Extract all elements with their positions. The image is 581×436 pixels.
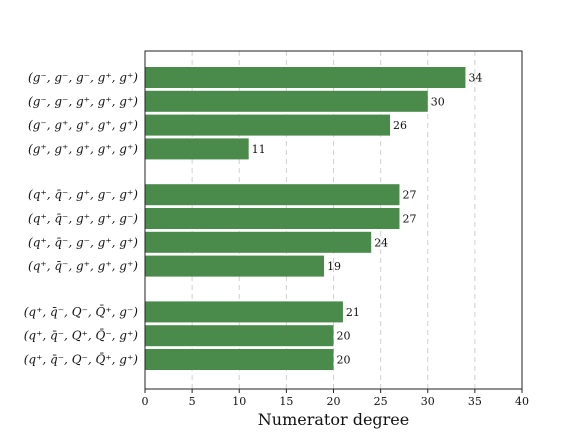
x-tick-label: 0 <box>142 395 149 408</box>
bar <box>145 90 428 112</box>
bar <box>145 67 466 88</box>
bar <box>145 184 400 206</box>
bar-value-label: 26 <box>393 119 407 132</box>
bar <box>145 349 334 370</box>
bar-value-label: 27 <box>402 189 416 202</box>
x-tick-label: 10 <box>232 395 246 408</box>
bars <box>145 67 466 370</box>
bar-value-label: 21 <box>346 306 360 319</box>
bar-value-label: 24 <box>374 236 388 249</box>
x-tick-label: 5 <box>189 395 196 408</box>
value-labels: 34 30 26 11 27 27 24 19 21 20 20 <box>252 72 483 367</box>
category-label: (g⁺, g⁺, g⁺, g⁺, g⁺) <box>28 142 138 156</box>
x-tick-label: 30 <box>421 395 435 408</box>
x-ticks: 0 5 10 15 20 25 30 35 40 <box>142 389 529 408</box>
category-label: (q⁺, q̄⁻, g⁺, g⁺, g⁻) <box>28 212 138 226</box>
category-label: (q⁺, q̄⁻, Q⁻, Q̄⁺, g⁻) <box>24 304 139 319</box>
category-label: (q⁺, q̄⁻, g⁺, g⁺, g⁺) <box>28 259 138 273</box>
bar <box>145 138 249 160</box>
category-labels: (g⁻, g⁻, g⁻, g⁺, g⁺) (g⁻, g⁻, g⁺, g⁺, g⁺)… <box>24 71 139 367</box>
bar-value-label: 11 <box>252 143 266 156</box>
x-tick-label: 35 <box>468 395 482 408</box>
bar-value-label: 30 <box>431 95 445 108</box>
bar-value-label: 34 <box>468 72 482 85</box>
category-label: (q⁺, q̄⁻, g⁻, g⁺, g⁺) <box>28 235 138 249</box>
category-label: (g⁻, g⁺, g⁺, g⁺, g⁺) <box>28 118 138 132</box>
bar-value-label: 19 <box>327 260 341 273</box>
bar <box>145 255 325 277</box>
bar <box>145 231 372 253</box>
x-tick-label: 15 <box>279 395 293 408</box>
category-label: (q⁺, q̄⁻, g⁺, g⁻, g⁺) <box>28 188 138 202</box>
bar <box>145 325 334 347</box>
bar-value-label: 20 <box>337 354 351 367</box>
bar <box>145 208 400 229</box>
category-label: (g⁻, g⁻, g⁺, g⁺, g⁺) <box>28 94 138 108</box>
bar-value-label: 20 <box>337 330 351 343</box>
x-tick-label: 25 <box>374 395 388 408</box>
bar <box>145 301 343 323</box>
category-label: (q⁺, q̄⁻, Q⁺, Q̄⁻, g⁺) <box>24 328 139 343</box>
x-tick-label: 20 <box>327 395 341 408</box>
bar-value-label: 27 <box>402 213 416 226</box>
bar <box>145 114 391 136</box>
x-tick-label: 40 <box>515 395 529 408</box>
category-label: (q⁺, q̄⁻, Q⁻, Q̄⁺, g⁺) <box>24 351 139 366</box>
x-axis-title: Numerator degree <box>258 410 409 429</box>
category-label: (g⁻, g⁻, g⁻, g⁺, g⁺) <box>28 71 138 85</box>
